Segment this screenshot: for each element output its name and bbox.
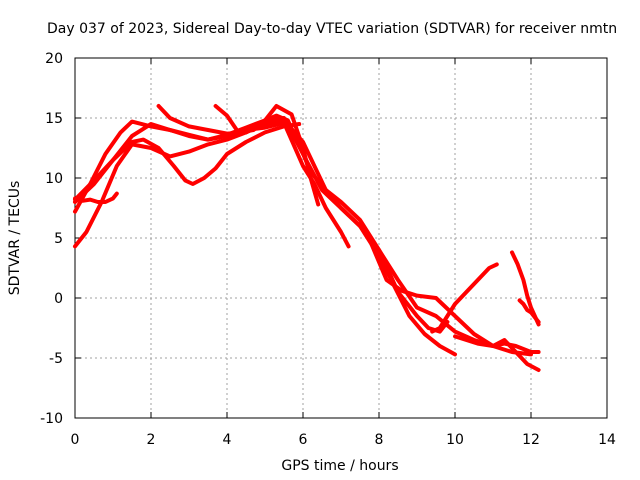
series-line-track-1	[73, 118, 457, 357]
series-line-track-12	[517, 298, 541, 324]
x-tick-labels: 0 2 4 6 8 10 12 14	[71, 432, 616, 448]
y-tick-label: -10	[40, 411, 63, 427]
series-line-track-3	[73, 120, 351, 249]
y-tick-label: 10	[45, 171, 63, 187]
series-group	[73, 104, 541, 372]
series-line-track-6	[156, 104, 533, 357]
y-tick-label: 15	[45, 111, 63, 127]
x-tick-label: 8	[375, 432, 384, 448]
axis-ticks	[74, 57, 608, 419]
x-tick-label: 12	[522, 432, 540, 448]
y-tick-label: 5	[54, 231, 63, 247]
x-tick-label: 14	[598, 432, 616, 448]
x-tick-label: 10	[446, 432, 464, 448]
x-tick-label: 0	[71, 432, 80, 448]
chart-title: Day 037 of 2023, Sidereal Day-to-day VTE…	[47, 21, 617, 37]
series-line-track-8	[369, 242, 541, 372]
x-tick-label: 2	[147, 432, 156, 448]
series-line-track-2	[73, 116, 450, 334]
series-line-track-11	[510, 250, 541, 327]
series-line-track-10	[453, 334, 541, 354]
y-tick-label: -5	[49, 351, 63, 367]
x-axis-label: GPS time / hours	[281, 458, 398, 474]
y-tick-labels: -10 -5 0 5 10 15 20	[40, 51, 63, 427]
y-tick-label: 0	[54, 291, 63, 307]
y-axis-label: SDTVAR / TECUs	[7, 181, 23, 296]
series-line-track-5	[73, 122, 302, 202]
x-tick-label: 6	[299, 432, 308, 448]
series-line-track-9	[430, 262, 499, 334]
y-tick-label: 20	[45, 51, 63, 67]
x-tick-label: 4	[223, 432, 232, 448]
series-line-track-7	[213, 104, 321, 207]
series-line-track-4	[73, 191, 119, 204]
